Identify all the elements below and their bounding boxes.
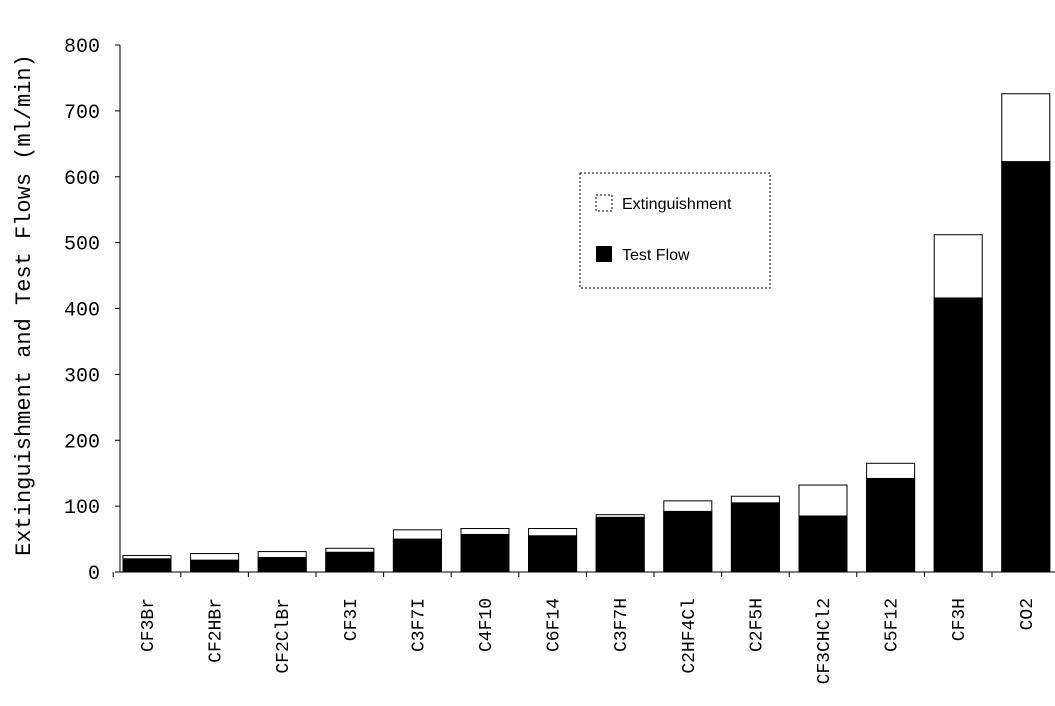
- y-tick-label: 500: [64, 234, 100, 257]
- bar-test-flow: [190, 559, 240, 573]
- bar-test-flow: [933, 297, 983, 573]
- x-tick-label: C2F5H: [747, 598, 767, 652]
- bar-test-flow: [122, 558, 172, 573]
- y-tick-label: 800: [64, 36, 100, 59]
- y-tick-label: 300: [64, 365, 100, 388]
- x-tick-label: C3F7I: [409, 598, 429, 652]
- x-tick-label: CF3H: [950, 598, 970, 641]
- y-tick-label: 400: [64, 300, 100, 323]
- bar-test-flow: [1001, 161, 1051, 573]
- x-tick-label: C4F10: [477, 598, 497, 652]
- x-tick-label: C3F7H: [612, 598, 632, 652]
- x-tick-label: CF3I: [342, 598, 362, 641]
- bar-test-flow: [730, 502, 780, 573]
- x-tick-label: CF2HBr: [207, 598, 227, 663]
- legend-label-test-flow: Test Flow: [622, 247, 690, 264]
- legend: Extinguishment Test Flow: [579, 172, 771, 289]
- x-tick-label: CO2: [1018, 598, 1038, 630]
- x-tick-label: CF3Br: [139, 598, 159, 652]
- x-tick-label: C6F14: [545, 598, 565, 652]
- x-tick-label: CF2ClBr: [274, 598, 294, 674]
- x-tick-label: C2HF4Cl: [680, 598, 700, 674]
- y-ticks: 0 100 200 300 400 500 600 700 800: [64, 36, 120, 586]
- bar-test-flow: [528, 535, 578, 573]
- y-tick-label: 700: [64, 102, 100, 125]
- bar-test-flow: [798, 515, 848, 573]
- bar-test-flow: [663, 510, 713, 573]
- y-axis-title: Extinguishment and Test Flows (ml/min): [12, 54, 37, 556]
- bar-test-flow: [866, 477, 916, 573]
- x-ticks: [112, 572, 993, 577]
- x-tick-labels: CF3Br CF2HBr CF2ClBr CF3I C3F7I C4F10 C6F14 C3F…: [139, 598, 1038, 684]
- bar-test-flow: [257, 557, 307, 573]
- y-axis-title-group: Extinguishment and Test Flows (ml/min): [12, 54, 37, 556]
- x-tick-label: CF3CHCl2: [815, 598, 835, 684]
- legend-box: [579, 172, 771, 289]
- bar-test-flow: [325, 551, 375, 573]
- legend-label-extinguishment: Extinguishment: [622, 196, 732, 213]
- y-tick-label: 600: [64, 168, 100, 191]
- x-tick-label: C5F12: [883, 598, 903, 652]
- legend-swatch-test-flow: [596, 246, 612, 262]
- bar-test-flow: [392, 538, 442, 573]
- y-tick-label: 0: [88, 563, 100, 586]
- bars: [122, 93, 1051, 573]
- y-tick-label: 100: [64, 497, 100, 520]
- legend-swatch-extinguishment: [595, 194, 613, 212]
- y-tick-label: 200: [64, 431, 100, 454]
- bar-test-flow: [595, 516, 645, 573]
- bar-test-flow: [460, 533, 510, 573]
